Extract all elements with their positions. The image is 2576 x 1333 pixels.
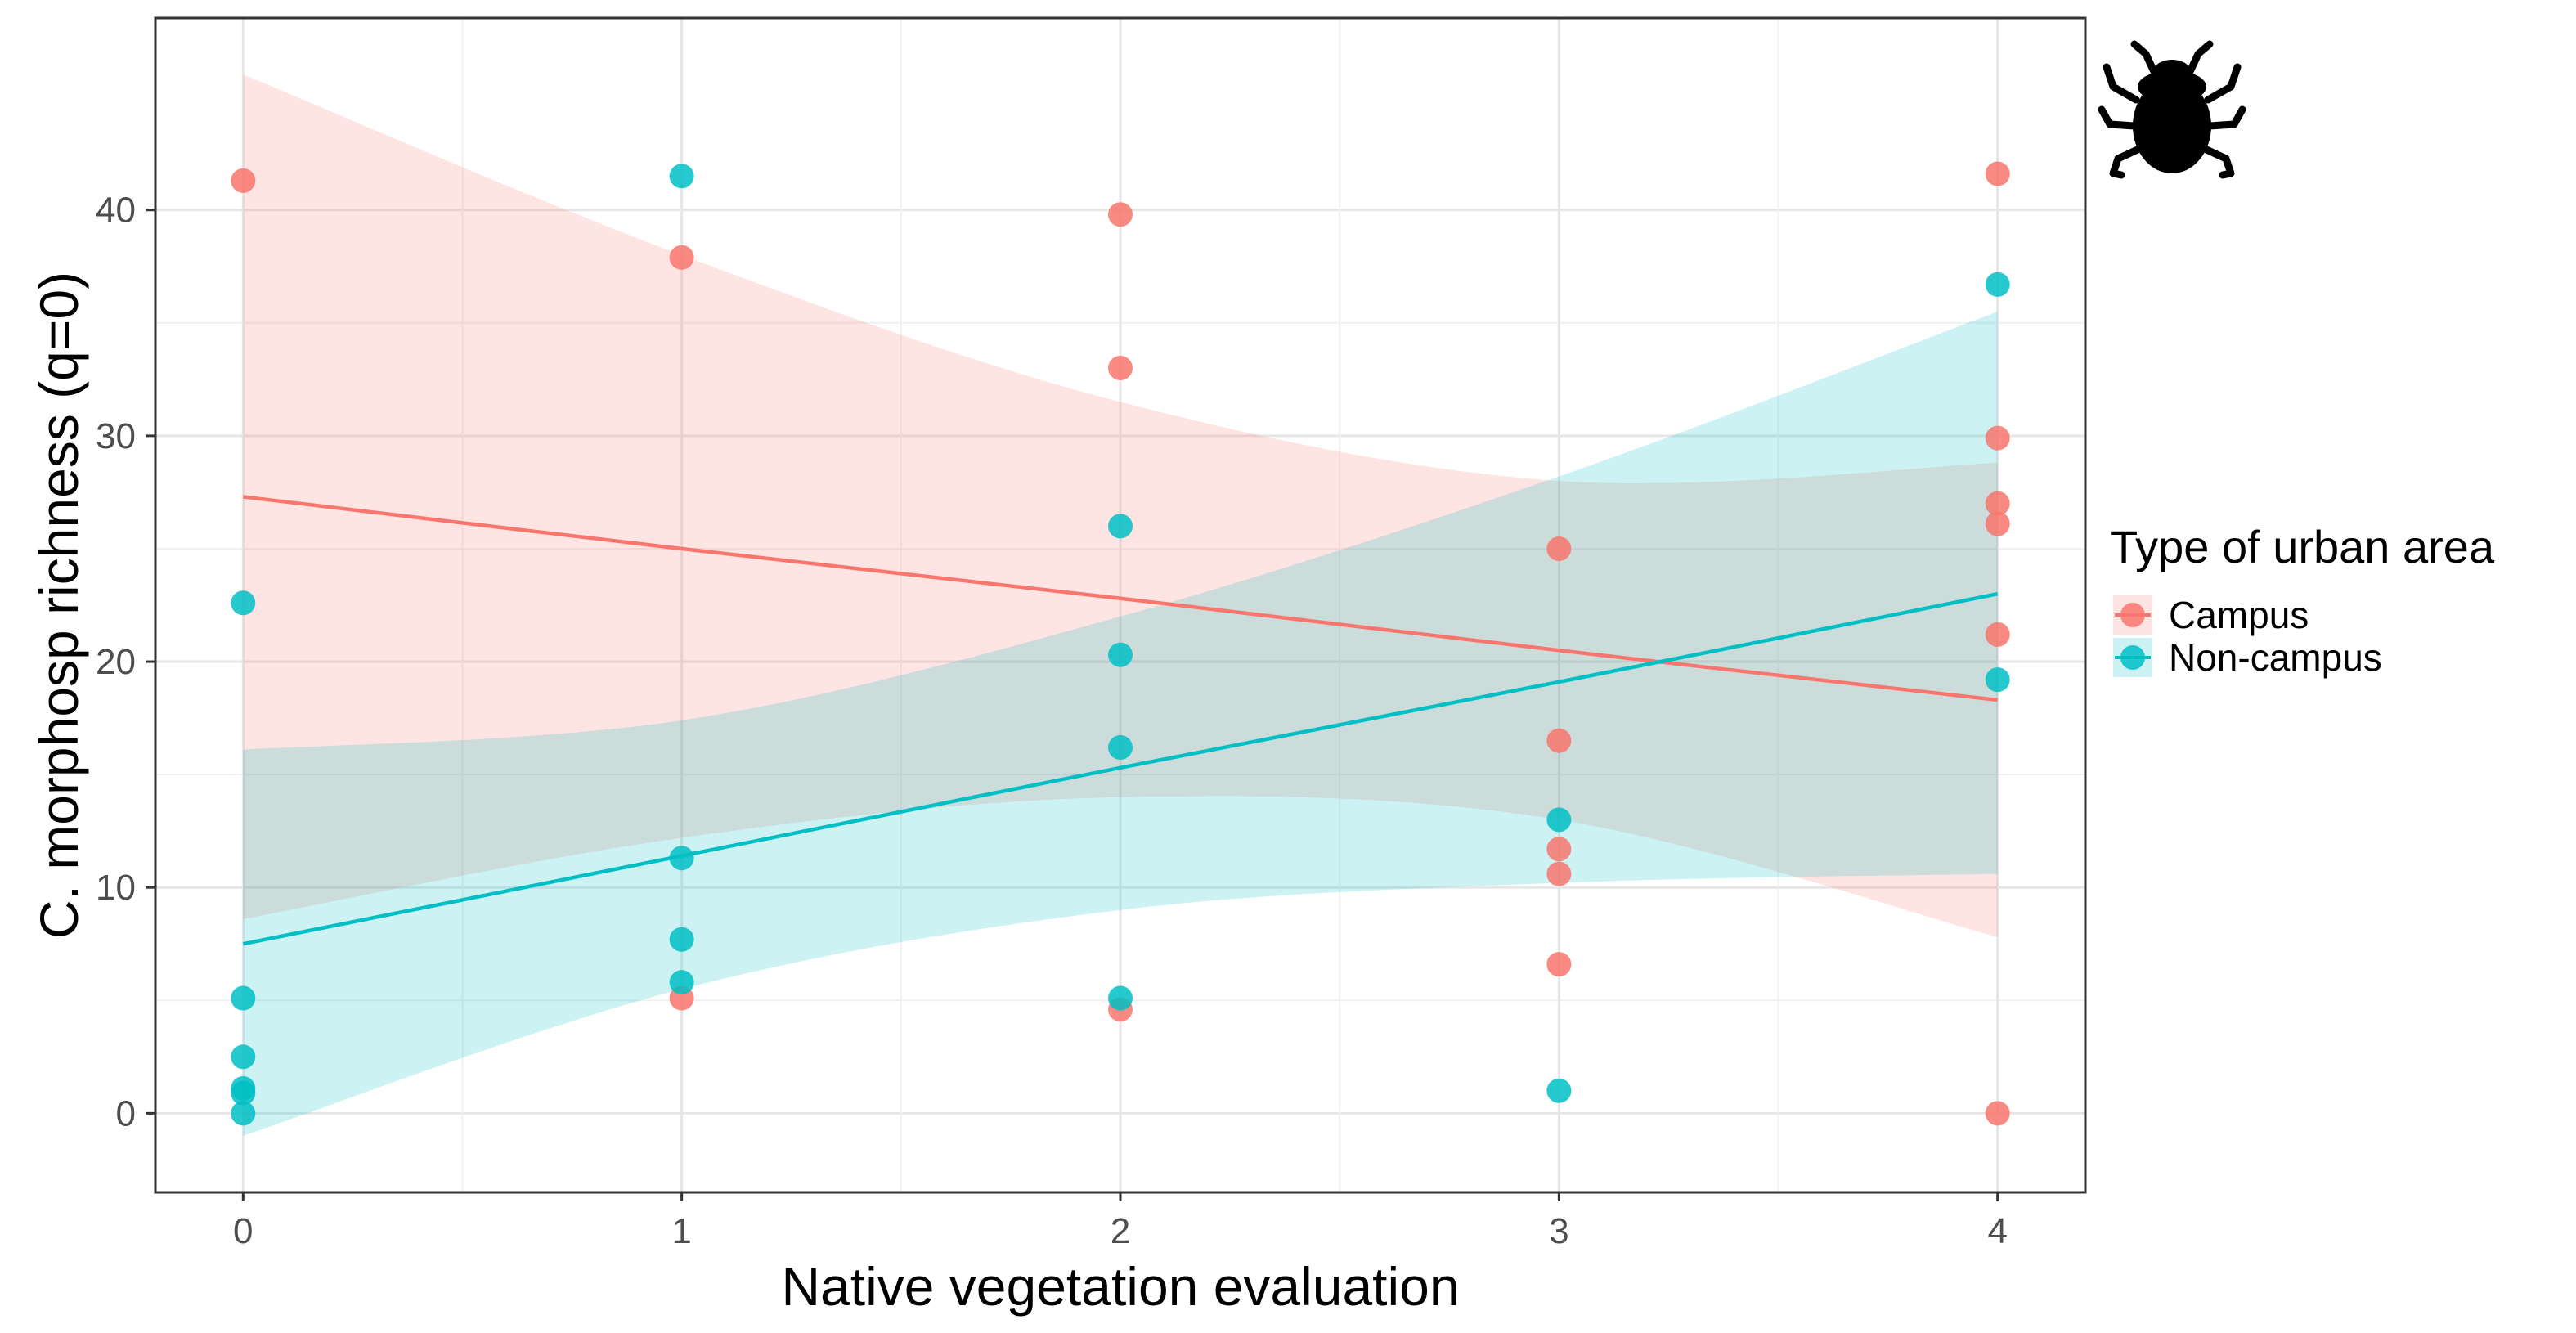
legend-key-non-campus: Non-campus [2113,636,2382,679]
point-non-campus [669,846,694,871]
confidence-band-campus [243,74,1998,937]
beetle-icon [2098,40,2246,179]
legend-label-non-campus: Non-campus [2169,636,2382,679]
legend: Type of urban area Campus Non-campus [2110,521,2495,679]
fit-line-campus [243,495,1998,702]
y-axis-title: C. morphosp richness (q=0) [29,272,89,939]
point-campus [231,168,256,193]
point-non-campus [669,164,694,189]
x-tick-label: 0 [233,1211,253,1251]
point-non-campus [1108,985,1133,1011]
fit-line-non-campus [242,591,1999,946]
point-non-campus [231,1101,256,1126]
point-campus [1108,202,1133,227]
data-points [231,161,2010,1126]
y-tick-label: 20 [96,642,136,682]
point-non-campus [669,970,694,995]
x-tick-label: 4 [1987,1211,2007,1251]
point-campus [1985,425,2010,451]
point-non-campus [1108,734,1133,760]
y-tick-label: 10 [96,868,136,908]
fit-lines [242,495,1999,946]
point-non-campus [231,590,256,616]
point-campus [1985,622,2010,647]
point-campus [1546,536,1572,561]
legend-key-campus: Campus [2113,594,2309,636]
legend-dot-campus [2120,603,2145,627]
point-non-campus [231,1080,256,1106]
point-campus [1546,837,1572,862]
point-non-campus [1108,642,1133,667]
point-non-campus [231,985,256,1011]
point-non-campus [669,927,694,952]
x-tick-label: 3 [1549,1211,1568,1251]
legend-dot-non-campus [2120,645,2145,670]
point-campus [1985,511,2010,536]
point-non-campus [1985,272,2010,297]
x-tick-label: 1 [671,1211,691,1251]
point-campus [1985,1101,2010,1126]
point-non-campus [1985,667,2010,693]
point-campus [1546,728,1572,753]
x-tick-label: 2 [1111,1211,1130,1251]
y-tick-label: 0 [116,1093,136,1133]
point-campus [1546,861,1572,886]
y-tick-label: 30 [96,416,136,456]
point-campus [1108,356,1133,381]
y-tick-label: 40 [96,191,136,231]
point-campus [669,245,694,270]
point-campus [1985,491,2010,516]
point-campus [1985,161,2010,186]
point-non-campus [1108,514,1133,539]
legend-title: Type of urban area [2110,521,2495,572]
point-campus [1546,952,1572,977]
x-axis-title: Native vegetation evaluation [781,1256,1459,1317]
point-non-campus [1546,1078,1572,1103]
point-non-campus [1546,807,1572,833]
point-non-campus [231,1044,256,1070]
legend-label-campus: Campus [2169,594,2309,636]
